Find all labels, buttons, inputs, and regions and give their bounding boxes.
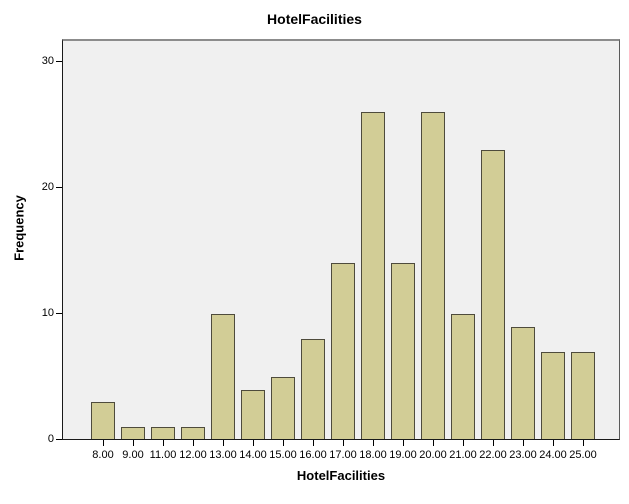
x-tick-14.00 — [253, 440, 254, 446]
y-tick-30 — [56, 60, 62, 62]
x-tick-label-15.00: 15.00 — [269, 449, 297, 461]
x-tick-label-17.00: 17.00 — [329, 449, 357, 461]
bar-22.00 — [481, 150, 505, 440]
bar-25.00 — [571, 352, 595, 440]
x-tick-24.00 — [553, 440, 554, 446]
y-tick-label-20: 20 — [41, 180, 54, 193]
x-tick-label-12.00: 12.00 — [179, 449, 207, 461]
x-tick-9.00 — [133, 440, 134, 446]
bar-16.00 — [301, 339, 325, 440]
x-tick-8.00 — [103, 440, 104, 446]
x-tick-20.00 — [433, 440, 434, 446]
y-tick-label-10: 10 — [41, 306, 54, 319]
bar-21.00 — [451, 314, 475, 440]
x-tick-22.00 — [493, 440, 494, 446]
x-tick-label-14.00: 14.00 — [239, 449, 267, 461]
x-tick-label-19.00: 19.00 — [389, 449, 417, 461]
bar-9.00 — [121, 427, 145, 440]
bar-11.00 — [151, 427, 175, 440]
x-tick-label-18.00: 18.00 — [359, 449, 387, 461]
bar-23.00 — [511, 327, 535, 440]
x-tick-23.00 — [523, 440, 524, 446]
y-tick-label-30: 30 — [41, 54, 54, 67]
y-tick-20 — [56, 186, 62, 188]
x-tick-17.00 — [343, 440, 344, 446]
bar-13.00 — [211, 314, 235, 440]
y-tick-0 — [56, 439, 62, 440]
bar-24.00 — [541, 352, 565, 440]
x-tick-19.00 — [403, 440, 404, 446]
x-tick-15.00 — [283, 440, 284, 446]
x-tick-label-22.00: 22.00 — [479, 449, 507, 461]
x-tick-12.00 — [193, 440, 194, 446]
x-tick-16.00 — [313, 440, 314, 446]
bar-17.00 — [331, 263, 355, 440]
bar-12.00 — [181, 427, 205, 440]
x-tick-label-9.00: 9.00 — [122, 449, 144, 461]
x-tick-label-23.00: 23.00 — [509, 449, 537, 461]
x-tick-11.00 — [163, 440, 164, 446]
bar-8.00 — [91, 402, 115, 440]
x-tick-25.00 — [583, 440, 584, 446]
x-tick-18.00 — [373, 440, 374, 446]
x-tick-label-16.00: 16.00 — [299, 449, 327, 461]
y-tick-label-0: 0 — [47, 433, 54, 445]
x-tick-label-11.00: 11.00 — [149, 449, 177, 461]
x-axis-title: HotelFacilities — [296, 468, 386, 483]
plot-area — [62, 39, 620, 440]
y-tick-10 — [56, 312, 62, 314]
x-tick-label-24.00: 24.00 — [539, 449, 567, 461]
bar-18.00 — [361, 112, 385, 440]
chart-title: HotelFacilities — [267, 11, 362, 27]
bar-15.00 — [271, 377, 295, 440]
x-tick-21.00 — [463, 440, 464, 446]
x-tick-label-20.00: 20.00 — [419, 449, 447, 461]
x-tick-label-13.00: 13.00 — [209, 449, 237, 461]
x-tick-label-8.00: 8.00 — [92, 449, 114, 461]
bar-20.00 — [421, 112, 445, 440]
x-tick-13.00 — [223, 440, 224, 446]
y-axis-title: Frequency — [11, 195, 27, 261]
bar-19.00 — [391, 263, 415, 440]
bar-14.00 — [241, 390, 265, 440]
x-tick-label-21.00: 21.00 — [449, 449, 477, 461]
x-tick-label-25.00: 25.00 — [569, 449, 597, 461]
